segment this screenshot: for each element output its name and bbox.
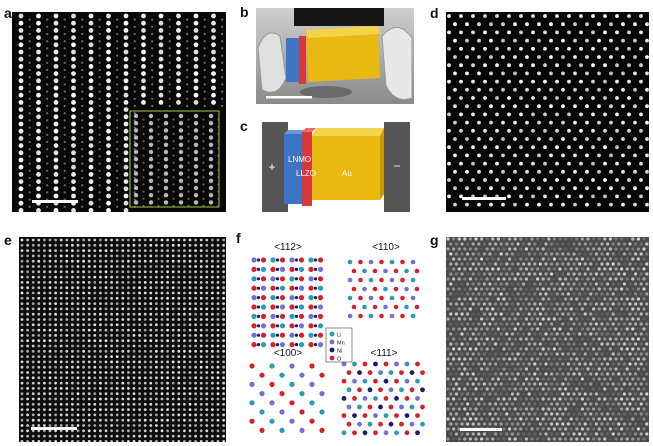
llzo-layer [299,36,306,84]
scale-bar [31,427,77,430]
scale-bar [462,197,506,200]
panel-e-stem-image [19,237,226,442]
panel-g-stem-image [446,237,649,442]
atomic-lattice [20,238,226,442]
plus-sign: + [268,160,275,174]
negative-electrode [384,122,410,212]
llzo-block [302,132,312,206]
legend-o: O [337,357,342,363]
panel-b-sem-image [256,8,414,104]
scale-bar [460,428,502,431]
panel-label-g: g [430,232,439,248]
legend-li: Li [337,333,341,339]
panel-f-crystal-models: <112> <110> <100> <111> Li Mn Ni O [240,236,436,442]
lnmo-layer [286,38,300,82]
base-shadow [300,86,352,98]
lnmo-block [284,134,304,204]
view-label-110: <110> [372,242,400,253]
minus-sign: − [393,159,400,173]
atomic-lattice [447,14,649,207]
view-label-112: <112> [274,242,302,253]
panel-label-a: a [4,5,12,21]
panel-label-c: c [240,118,248,134]
panel-a-stem-image [12,12,226,212]
inset-frame [129,110,220,208]
panel-label-d: d [430,5,439,21]
view-label-100: <100> [274,348,303,359]
atomic-lattice [446,237,649,441]
model-111 [341,361,425,436]
right-support [381,27,413,100]
panel-c-schematic: + − LNMO LLZO Au [258,118,416,218]
au-label: Au [342,169,352,178]
atomic-columns [18,13,224,212]
model-110 [347,259,420,319]
lnmo-label: LNMO [288,155,311,164]
panel-label-e: e [4,232,12,248]
au-layer [306,26,380,82]
legend-ni: Ni [337,349,342,355]
panel-label-f: f [236,230,241,246]
view-label-111: <111> [371,348,398,359]
scale-bar [266,96,312,99]
model-112 [251,257,324,348]
llzo-label: LLZO [296,169,316,178]
panel-label-b: b [240,4,249,20]
scale-bar [32,200,78,203]
legend-mn: Mn [337,341,345,347]
au-block [312,136,380,200]
model-100 [249,363,325,433]
inset-simulation [133,113,220,208]
positive-electrode [262,122,288,212]
panel-d-stem-image [446,12,649,212]
dark-background [294,8,384,26]
element-legend: Li Mn Ni O [325,327,353,363]
